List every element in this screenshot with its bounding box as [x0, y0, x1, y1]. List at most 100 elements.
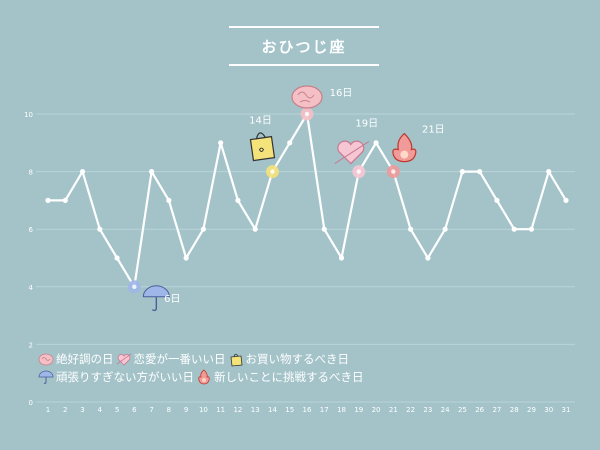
- legend-label-love: 恋愛が一番いい日: [133, 352, 226, 366]
- legend-label-best: 絶好調の日: [56, 352, 114, 366]
- x-tick-label: 2: [63, 406, 67, 414]
- shopping-bag-icon: [230, 353, 242, 367]
- data-point: [477, 169, 483, 175]
- data-point: [338, 255, 345, 261]
- data-point: [511, 226, 517, 232]
- data-point: [183, 255, 189, 261]
- data-point: [408, 226, 414, 232]
- x-tick-label: 25: [458, 406, 467, 414]
- x-tick-label: 11: [216, 406, 225, 414]
- chart-title: おひつじ座: [229, 26, 379, 66]
- x-tick-label: 10: [199, 406, 208, 414]
- y-tick-label: 2: [29, 341, 33, 349]
- marker-label: 16日: [330, 88, 353, 99]
- x-tick-label: 15: [285, 406, 294, 414]
- marker-label: 6日: [164, 294, 180, 305]
- shopping-icon: [249, 132, 276, 162]
- marker-label: 14日: [249, 116, 272, 127]
- highlight-point-core: [304, 111, 310, 117]
- x-tick-label: 18: [337, 406, 346, 414]
- marker-label: 21日: [422, 125, 445, 136]
- x-tick-label: 22: [406, 406, 415, 414]
- data-point: [235, 197, 241, 203]
- highlight-point-core: [391, 169, 396, 174]
- y-tick-label: 8: [29, 169, 33, 177]
- data-point: [218, 140, 224, 146]
- x-tick-label: 20: [372, 406, 381, 414]
- x-tick-label: 27: [492, 406, 501, 414]
- data-point: [62, 197, 68, 203]
- legend-label-rest: 頑張りすぎない方がいい日: [56, 370, 194, 384]
- data-point: [200, 226, 206, 232]
- x-tick-label: 9: [184, 406, 188, 414]
- x-tick-label: 19: [354, 406, 363, 414]
- data-point: [373, 140, 379, 146]
- x-tick-label: 23: [423, 406, 432, 414]
- x-tick-label: 5: [115, 406, 119, 414]
- x-tick-label: 28: [510, 406, 519, 414]
- data-point: [459, 169, 465, 175]
- legend: 絶好調の日 恋愛が一番いい日 お買い物するべき日: [38, 350, 366, 386]
- data-point: [79, 169, 86, 175]
- x-tick-label: 17: [320, 406, 329, 414]
- x-tick-label: 8: [167, 406, 171, 414]
- data-point: [45, 197, 51, 203]
- highlight-point-core: [356, 169, 361, 174]
- legend-item-best: 絶好調の日: [38, 350, 114, 368]
- best-icon: [291, 85, 323, 109]
- x-tick-label: 26: [475, 406, 484, 414]
- data-point: [442, 226, 448, 232]
- x-tick-label: 7: [149, 406, 153, 414]
- data-point: [252, 226, 258, 232]
- data-point: [287, 140, 293, 146]
- x-tick-label: 13: [251, 406, 260, 414]
- x-tick-label: 4: [98, 406, 103, 414]
- marker-label: 19日: [355, 119, 378, 130]
- data-point: [546, 169, 552, 175]
- challenge-icon: [392, 132, 417, 163]
- x-tick-label: 6: [132, 406, 137, 414]
- legend-item-love: 恋愛が一番いい日: [116, 350, 226, 368]
- data-point: [321, 226, 327, 232]
- y-tick-label: 0: [29, 399, 33, 407]
- legend-row-2: 頑張りすぎない方がいい日 新しいことに挑戦するべき日: [38, 368, 366, 386]
- legend-row-1: 絶好調の日 恋愛が一番いい日 お買い物するべき日: [38, 350, 366, 368]
- data-point: [563, 197, 569, 203]
- umbrella-icon: [142, 285, 170, 312]
- x-tick-label: 31: [562, 406, 571, 414]
- x-tick-label: 16: [303, 406, 312, 414]
- x-tick-label: 1: [46, 406, 50, 414]
- data-point: [166, 197, 172, 203]
- x-tick-label: 29: [527, 406, 536, 414]
- x-tick-label: 24: [441, 406, 450, 414]
- x-tick-label: 14: [268, 406, 277, 414]
- y-tick-label: 10: [24, 111, 33, 119]
- brain-icon: [38, 353, 54, 366]
- legend-label-shopping: お買い物するべき日: [245, 352, 350, 366]
- highlight-point-core: [132, 284, 137, 289]
- y-tick-label: 4: [29, 284, 34, 292]
- heart-arrow-icon: [116, 353, 131, 366]
- x-tick-label: 30: [544, 406, 553, 414]
- legend-label-challenge: 新しいことに挑戦するべき日: [214, 370, 364, 384]
- love-icon: [334, 140, 370, 165]
- legend-item-rest: 頑張りすぎない方がいい日: [38, 368, 194, 386]
- legend-item-shopping: お買い物するべき日: [228, 350, 350, 368]
- x-tick-label: 21: [389, 406, 398, 414]
- data-point: [149, 169, 155, 175]
- data-point: [425, 255, 431, 261]
- data-point: [494, 197, 500, 203]
- umbrella-icon: [38, 370, 54, 384]
- legend-item-challenge: 新しいことに挑戦するべき日: [196, 368, 364, 386]
- y-tick-label: 6: [29, 226, 34, 234]
- data-point: [114, 255, 120, 261]
- data-point: [97, 226, 103, 232]
- highlight-point-core: [270, 169, 275, 174]
- data-point: [528, 226, 535, 232]
- chart-title-text: おひつじ座: [261, 37, 347, 56]
- series-line: [48, 112, 567, 288]
- x-tick-label: 12: [233, 406, 242, 414]
- fire-icon: [198, 369, 210, 385]
